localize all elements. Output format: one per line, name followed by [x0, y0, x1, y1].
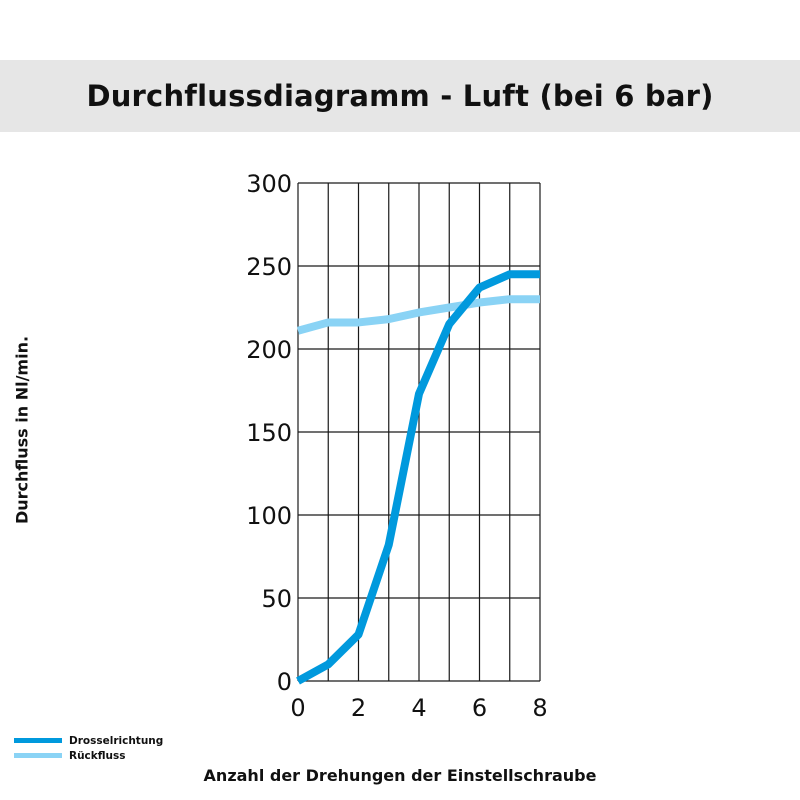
- series-line-rueckfluss: [296, 295, 540, 335]
- grid: [297, 182, 541, 682]
- y-tick-label: 0: [277, 668, 292, 696]
- legend-swatch: [14, 738, 62, 743]
- y-tick-label: 150: [246, 419, 292, 447]
- x-tick-label: 0: [290, 694, 305, 722]
- legend-item-rueckfluss: Rückfluss: [14, 748, 163, 763]
- x-axis-label: Anzahl der Drehungen der Einstellschraub…: [203, 766, 597, 785]
- series-layer: [296, 270, 540, 685]
- tick-labels: 0 50 100 150 200 250 300 0 2 4 6 8: [246, 170, 547, 722]
- y-tick-label: 300: [246, 170, 292, 198]
- y-tick-label: 100: [246, 502, 292, 530]
- x-tick-label: 8: [532, 694, 547, 722]
- y-axis-label: Durchfluss in Nl/min.: [12, 335, 32, 525]
- legend-item-drosselrichtung: Drosselrichtung: [14, 733, 163, 748]
- legend-label: Rückfluss: [69, 749, 126, 762]
- y-tick-label: 50: [261, 585, 292, 613]
- chart-title: Durchflussdiagramm - Luft (bei 6 bar): [86, 79, 714, 113]
- legend-swatch: [14, 753, 62, 758]
- series-line-drosselrichtung: [296, 270, 540, 685]
- y-tick-label: 200: [246, 336, 292, 364]
- x-tick-label: 6: [472, 694, 487, 722]
- x-tick-label: 4: [411, 694, 426, 722]
- y-tick-label: 250: [246, 253, 292, 281]
- legend-label: Drosselrichtung: [69, 734, 164, 747]
- title-bar: Durchflussdiagramm - Luft (bei 6 bar): [0, 60, 800, 132]
- legend: Drosselrichtung Rückfluss: [14, 733, 163, 763]
- x-tick-label: 2: [351, 694, 366, 722]
